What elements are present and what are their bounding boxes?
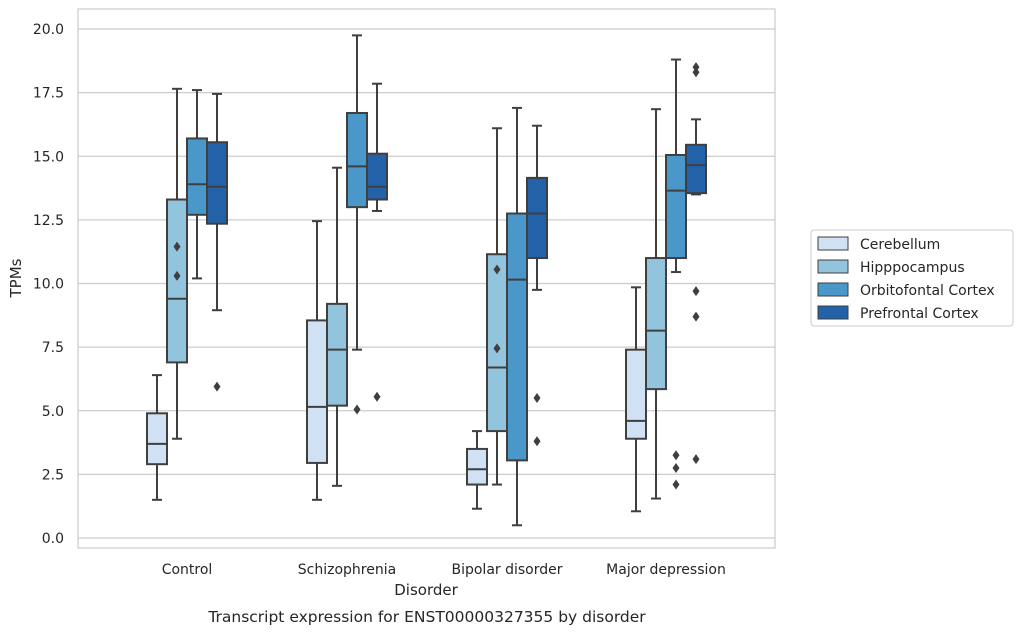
plot-frame — [77, 8, 776, 549]
outlier-point — [493, 343, 501, 354]
box-iqr — [486, 253, 508, 433]
outlier-point — [692, 311, 700, 322]
box-plot-series — [146, 34, 707, 527]
outlier-point — [533, 393, 541, 404]
x-tick-label: Control — [162, 562, 213, 578]
box-iqr — [466, 447, 488, 486]
box-iqr — [166, 198, 188, 364]
box-iqr — [526, 176, 548, 260]
legend-swatch — [817, 305, 849, 320]
box-iqr — [306, 319, 328, 464]
outlier-point — [672, 463, 680, 474]
y-tick-label: 17.5 — [33, 86, 64, 102]
box-iqr — [346, 111, 368, 209]
legend-swatch — [817, 259, 849, 274]
box-hipppocampus — [645, 108, 667, 500]
box-hipppocampus — [486, 127, 508, 486]
box-iqr — [665, 153, 687, 260]
box-orbitofontal-cortex — [665, 58, 687, 490]
box-iqr — [146, 412, 168, 466]
y-tick-label: 2.5 — [42, 467, 64, 483]
outlier-point — [692, 286, 700, 297]
box-hipppocampus — [166, 87, 188, 440]
outlier-point — [692, 67, 700, 78]
outlier-point — [672, 479, 680, 490]
y-tick-label: 15.0 — [33, 149, 64, 165]
y-tick-label: 10.0 — [33, 277, 64, 293]
y-tick-label: 0.0 — [42, 531, 64, 547]
box-cerebellum — [146, 374, 168, 501]
outlier-point — [373, 391, 381, 402]
outlier-point — [353, 404, 361, 415]
box-prefrontal-cortex — [685, 62, 707, 465]
box-orbitofontal-cortex — [186, 89, 208, 280]
box-hipppocampus — [326, 166, 348, 487]
x-tick-label: Major depression — [606, 562, 726, 578]
box-prefrontal-cortex — [206, 92, 228, 392]
box-iqr — [506, 212, 528, 462]
box-iqr — [625, 348, 647, 440]
x-axis-ticks: Control Schizophrenia Bipolar disorder Majo… — [162, 562, 726, 578]
y-tick-label: 7.5 — [42, 340, 64, 356]
outlier-point — [692, 454, 700, 465]
box-iqr — [206, 141, 228, 225]
x-axis-title: Disorder — [394, 581, 458, 599]
box-orbitofontal-cortex — [506, 106, 528, 527]
y-tick-label: 5.0 — [42, 404, 64, 420]
box-iqr — [645, 257, 667, 391]
chart-title: Transcript expression for ENST0000032735… — [207, 608, 646, 626]
box-orbitofontal-cortex — [346, 34, 368, 415]
outlier-point — [493, 264, 501, 275]
y-tick-label: 12.5 — [33, 213, 64, 229]
outlier-point — [173, 241, 181, 252]
x-tick-label: Bipolar disorder — [451, 562, 562, 578]
legend-swatch — [817, 236, 849, 251]
y-tick-label: 20.0 — [33, 22, 64, 38]
outlier-point — [173, 270, 181, 281]
box-cerebellum — [306, 220, 328, 501]
box-cerebellum — [625, 286, 647, 513]
outlier-point — [672, 450, 680, 461]
y-axis-ticks: 0.0 2.5 5.0 7.5 10.0 12.5 15.0 17.5 20.0 — [33, 22, 64, 547]
outlier-point — [692, 62, 700, 73]
legend-label: Cerebellum — [860, 237, 940, 253]
box-prefrontal-cortex — [526, 124, 548, 447]
box-iqr — [366, 152, 388, 201]
legend: Cerebellum Hipppocampus Orbitofontal Corte… — [810, 229, 1014, 327]
box-prefrontal-cortex — [366, 82, 388, 402]
legend-label: Hipppocampus — [860, 260, 965, 276]
legend-swatch — [817, 282, 849, 297]
x-tick-label: Schizophrenia — [298, 562, 396, 578]
box-cerebellum — [466, 430, 488, 510]
box-iqr — [326, 302, 348, 407]
legend-label: Orbitofontal Cortex — [860, 283, 995, 299]
legend-frame — [810, 229, 1014, 327]
outlier-point — [533, 436, 541, 447]
outlier-point — [213, 381, 221, 392]
box-iqr — [685, 143, 707, 195]
y-axis-title: TPMs — [7, 258, 25, 298]
legend-label: Prefrontal Cortex — [860, 306, 979, 322]
box-iqr — [186, 137, 208, 216]
